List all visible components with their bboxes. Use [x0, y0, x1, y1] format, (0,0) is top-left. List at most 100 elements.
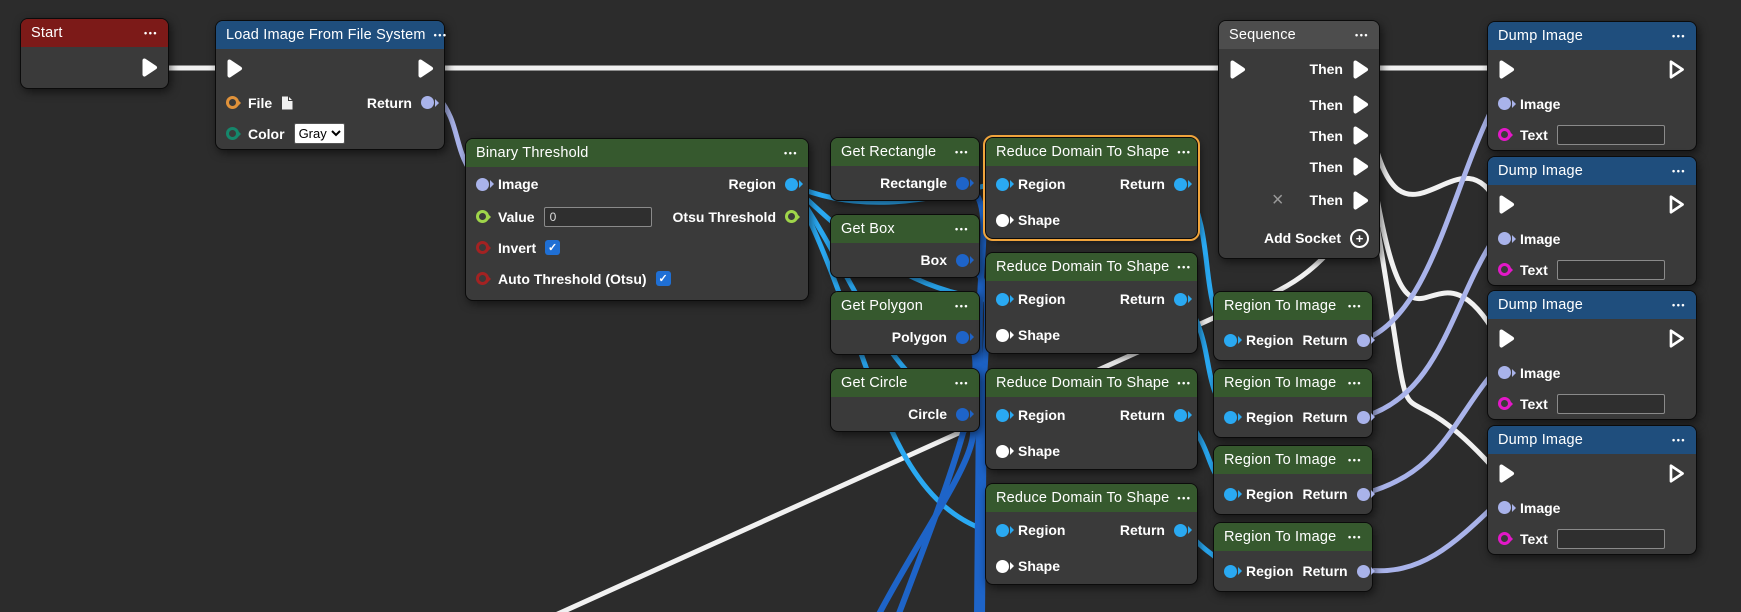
node-menu-icon[interactable]	[1177, 493, 1191, 503]
node-get-polygon-header[interactable]: Get Polygon	[831, 292, 979, 320]
node-menu-icon[interactable]	[1177, 262, 1191, 272]
node-reduce-header[interactable]: Reduce Domain To Shape	[986, 369, 1197, 397]
node-load-image[interactable]: Load Image From File System File Return …	[215, 20, 445, 150]
node-get-rectangle-header[interactable]: Get Rectangle	[831, 138, 979, 166]
node-menu-icon[interactable]	[955, 147, 969, 157]
node-menu-icon[interactable]	[1348, 532, 1362, 542]
region-input-socket[interactable]	[996, 523, 1009, 537]
node-region-to-image-header[interactable]: Region To Image	[1214, 446, 1372, 474]
node-region-to-image-header[interactable]: Region To Image	[1214, 292, 1372, 320]
invert-checkbox[interactable]	[545, 240, 561, 255]
return-output-socket[interactable]	[1356, 410, 1370, 424]
exec-out-pin[interactable]	[1667, 194, 1686, 215]
wire-exec-then2-dump2[interactable]	[1363, 97, 1500, 206]
node-get-circle-header[interactable]: Get Circle	[831, 369, 979, 397]
region-input-socket[interactable]	[996, 292, 1009, 306]
node-menu-icon[interactable]	[1672, 166, 1686, 176]
shape-input-socket[interactable]	[996, 213, 1009, 227]
node-dump-image-1[interactable]: Dump Image Image Text	[1487, 21, 1697, 151]
region-input-socket[interactable]	[1224, 333, 1237, 347]
circle-output-socket[interactable]	[956, 407, 969, 421]
file-browse-icon[interactable]	[281, 96, 293, 110]
return-output-socket[interactable]	[1356, 487, 1370, 501]
then-out-pin-2[interactable]	[1352, 95, 1369, 114]
polygon-output-socket[interactable]	[956, 330, 969, 344]
image-input-socket[interactable]	[1498, 501, 1511, 514]
node-get-box-header[interactable]: Get Box	[831, 215, 979, 243]
text-input-socket[interactable]	[1498, 532, 1511, 545]
node-binary-threshold[interactable]: Binary Threshold Image Region Value Otsu…	[465, 138, 809, 301]
node-menu-icon[interactable]	[955, 224, 969, 234]
wire-image-rti4-dump4[interactable]	[1363, 500, 1500, 574]
node-dump-image-4[interactable]: Dump Image Image Text	[1487, 425, 1697, 555]
node-reduce-domain-to-shape-3[interactable]: Reduce Domain To Shape Region Return Sha…	[985, 368, 1198, 470]
return-output-socket[interactable]	[421, 96, 434, 109]
node-dump-image-header[interactable]: Dump Image	[1488, 157, 1696, 185]
node-menu-icon[interactable]	[1348, 378, 1362, 388]
value-input-socket[interactable]	[476, 210, 489, 223]
region-input-socket[interactable]	[996, 177, 1009, 191]
node-start[interactable]: Start	[20, 18, 169, 89]
shape-input-socket[interactable]	[996, 444, 1009, 458]
region-input-socket[interactable]	[1224, 410, 1237, 424]
return-output-socket[interactable]	[1174, 408, 1187, 422]
node-load-image-header[interactable]: Load Image From File System	[216, 21, 444, 49]
wire-exec-then3-dump3[interactable]	[1363, 128, 1500, 340]
node-dump-image-2[interactable]: Dump Image Image Text	[1487, 156, 1697, 286]
exec-in-pin[interactable]	[1498, 195, 1515, 214]
node-reduce-header[interactable]: Reduce Domain To Shape	[986, 138, 1197, 166]
color-input-socket[interactable]	[226, 127, 239, 140]
region-input-socket[interactable]	[996, 408, 1009, 422]
value-input[interactable]	[543, 206, 652, 227]
text-input-socket[interactable]	[1498, 263, 1511, 276]
node-region-to-image-header[interactable]: Region To Image	[1214, 523, 1372, 551]
node-dump-image-header[interactable]: Dump Image	[1488, 291, 1696, 319]
text-input-socket[interactable]	[1498, 128, 1511, 141]
exec-out-pin[interactable]	[417, 59, 434, 78]
wire-image-rti3-dump3[interactable]	[1363, 365, 1500, 496]
box-output-socket[interactable]	[956, 253, 969, 267]
exec-out-pin[interactable]	[1667, 59, 1686, 80]
file-input-socket[interactable]	[226, 96, 239, 109]
node-dump-image-3[interactable]: Dump Image Image Text	[1487, 290, 1697, 420]
node-menu-icon[interactable]	[1355, 30, 1369, 40]
image-input-socket[interactable]	[1498, 366, 1511, 379]
return-output-socket[interactable]	[1174, 292, 1187, 306]
node-get-circle[interactable]: Get Circle Circle	[830, 368, 980, 432]
node-get-rectangle[interactable]: Get Rectangle Rectangle	[830, 137, 980, 201]
node-region-to-image-1[interactable]: Region To Image Region Return	[1213, 291, 1373, 361]
node-menu-icon[interactable]	[1672, 435, 1686, 445]
node-dump-image-header[interactable]: Dump Image	[1488, 426, 1696, 454]
exec-in-pin[interactable]	[1498, 464, 1515, 483]
node-sequence[interactable]: Sequence Then Then Then Then Then	[1218, 20, 1380, 259]
add-socket-icon[interactable]	[1350, 228, 1369, 248]
exec-in-pin[interactable]	[1229, 60, 1246, 79]
node-menu-icon[interactable]	[1177, 378, 1191, 388]
node-region-to-image-2[interactable]: Region To Image Region Return	[1213, 368, 1373, 438]
exec-out-pin[interactable]	[1667, 328, 1686, 349]
image-input-socket[interactable]	[476, 177, 489, 191]
node-reduce-domain-to-shape-2[interactable]: Reduce Domain To Shape Region Return Sha…	[985, 252, 1198, 354]
wire-exec-then4-dump4[interactable]	[1363, 159, 1500, 475]
node-reduce-header[interactable]: Reduce Domain To Shape	[986, 484, 1197, 512]
node-start-header[interactable]: Start	[21, 19, 168, 47]
rectangle-output-socket[interactable]	[956, 176, 969, 190]
node-menu-icon[interactable]	[434, 30, 448, 40]
image-input-socket[interactable]	[1498, 97, 1511, 110]
text-input-socket[interactable]	[1498, 397, 1511, 410]
node-menu-icon[interactable]	[784, 148, 798, 158]
node-get-box[interactable]: Get Box Box	[830, 214, 980, 278]
node-menu-icon[interactable]	[1177, 147, 1191, 157]
auto-threshold-checkbox[interactable]	[655, 271, 671, 286]
region-output-socket[interactable]	[785, 177, 798, 191]
node-sequence-header[interactable]: Sequence	[1219, 21, 1379, 49]
otsu-threshold-output-socket[interactable]	[785, 210, 798, 223]
text-input[interactable]	[1556, 528, 1665, 549]
wire-image-rti2-dump2[interactable]	[1363, 231, 1500, 419]
node-menu-icon[interactable]	[1348, 301, 1362, 311]
node-region-to-image-4[interactable]: Region To Image Region Return	[1213, 522, 1373, 592]
then-out-pin-1[interactable]	[1352, 60, 1369, 79]
node-menu-icon[interactable]	[1672, 31, 1686, 41]
region-input-socket[interactable]	[1224, 487, 1237, 501]
